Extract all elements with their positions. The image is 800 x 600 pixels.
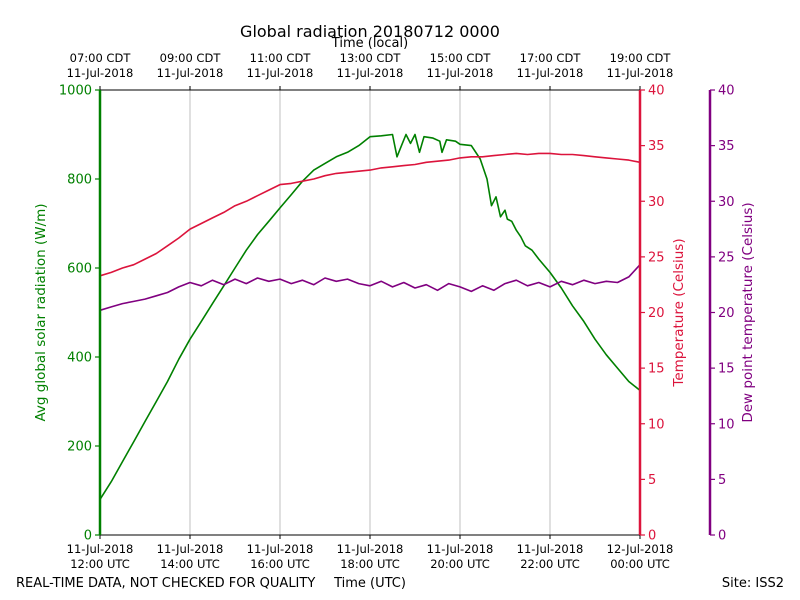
x-tick-label: 11-Jul-2018 bbox=[427, 542, 494, 556]
dewpoint-series-line bbox=[99, 264, 641, 312]
temperature-tick-label: 0 bbox=[648, 529, 656, 544]
top-tick-label: 17:00 CDT bbox=[520, 51, 582, 65]
dewpoint-tick-label: 5 bbox=[718, 473, 726, 488]
radiation-tick-label: 600 bbox=[67, 262, 92, 277]
temperature-tick-label: 5 bbox=[648, 473, 656, 488]
temperature-tick-label: 15 bbox=[648, 362, 665, 377]
radiation-tick-label: 800 bbox=[67, 173, 92, 188]
top-tick-label: 11-Jul-2018 bbox=[247, 66, 314, 80]
top-tick-label: 11-Jul-2018 bbox=[607, 66, 674, 80]
x-tick-label: 11-Jul-2018 bbox=[67, 542, 134, 556]
x-tick-label: 12-Jul-2018 bbox=[607, 542, 674, 556]
top-tick-label: 07:00 CDT bbox=[70, 51, 132, 65]
x-tick-label: 11-Jul-2018 bbox=[337, 542, 404, 556]
top-tick-label: 11-Jul-2018 bbox=[157, 66, 224, 80]
top-tick-label: 11-Jul-2018 bbox=[337, 66, 404, 80]
dewpoint-tick-label: 40 bbox=[718, 84, 735, 99]
dewpoint-tick-label: 20 bbox=[718, 306, 735, 321]
radiation-series-line bbox=[99, 133, 641, 500]
radiation-tick-label: 1000 bbox=[59, 84, 92, 99]
top-axis-label: Time (local) bbox=[331, 36, 408, 51]
radiation-tick-label: 400 bbox=[67, 351, 92, 366]
x-tick-label: 00:00 UTC bbox=[610, 557, 670, 571]
x-axis-label: Time (UTC) bbox=[333, 576, 406, 591]
temperature-tick-label: 30 bbox=[648, 195, 665, 210]
footer-disclaimer: REAL-TIME DATA, NOT CHECKED FOR QUALITY bbox=[16, 576, 315, 591]
x-tick-label: 18:00 UTC bbox=[340, 557, 400, 571]
chart-title: Global radiation 20180712 0000 bbox=[240, 22, 500, 41]
temperature-tick-label: 10 bbox=[648, 417, 665, 432]
radiation-tick-label: 0 bbox=[84, 529, 92, 544]
dewpoint-tick-label: 10 bbox=[718, 417, 735, 432]
x-tick-label: 11-Jul-2018 bbox=[517, 542, 584, 556]
top-tick-label: 09:00 CDT bbox=[160, 51, 222, 65]
x-tick-label: 22:00 UTC bbox=[520, 557, 580, 571]
temperature-tick-label: 35 bbox=[648, 139, 665, 154]
temperature-tick-label: 25 bbox=[648, 250, 665, 265]
x-tick-label: 11-Jul-2018 bbox=[157, 542, 224, 556]
grid-lines bbox=[189, 90, 551, 535]
x-tick-label: 11-Jul-2018 bbox=[247, 542, 314, 556]
top-tick-label: 11-Jul-2018 bbox=[517, 66, 584, 80]
radiation-tick-label: 200 bbox=[67, 440, 92, 455]
series-layer bbox=[99, 133, 641, 500]
footer-site: Site: ISS2 bbox=[722, 576, 784, 591]
top-tick-label: 13:00 CDT bbox=[340, 51, 402, 65]
dewpoint-tick-label: 35 bbox=[718, 139, 735, 154]
dewpoint-tick-label: 25 bbox=[718, 250, 735, 265]
temperature-series-line bbox=[99, 152, 641, 277]
radiation-axis-label: Avg global solar radiation (W/m) bbox=[33, 203, 49, 421]
top-tick-label: 11-Jul-2018 bbox=[67, 66, 134, 80]
x-tick-label: 14:00 UTC bbox=[160, 557, 220, 571]
top-tick-label: 15:00 CDT bbox=[430, 51, 492, 65]
temperature-tick-label: 40 bbox=[648, 84, 665, 99]
x-tick-label: 20:00 UTC bbox=[430, 557, 490, 571]
top-tick-label: 11:00 CDT bbox=[250, 51, 312, 65]
dewpoint-tick-label: 30 bbox=[718, 195, 735, 210]
dewpoint-axis-label: Dew point temperature (Celsius) bbox=[740, 202, 756, 422]
dewpoint-tick-label: 15 bbox=[718, 362, 735, 377]
temperature-axis-label: Temperature (Celsius) bbox=[671, 238, 687, 387]
top-tick-label: 11-Jul-2018 bbox=[427, 66, 494, 80]
top-tick-label: 19:00 CDT bbox=[610, 51, 672, 65]
temperature-tick-label: 20 bbox=[648, 306, 665, 321]
x-tick-label: 16:00 UTC bbox=[250, 557, 310, 571]
x-tick-label: 12:00 UTC bbox=[70, 557, 130, 571]
dewpoint-tick-label: 0 bbox=[718, 529, 726, 544]
